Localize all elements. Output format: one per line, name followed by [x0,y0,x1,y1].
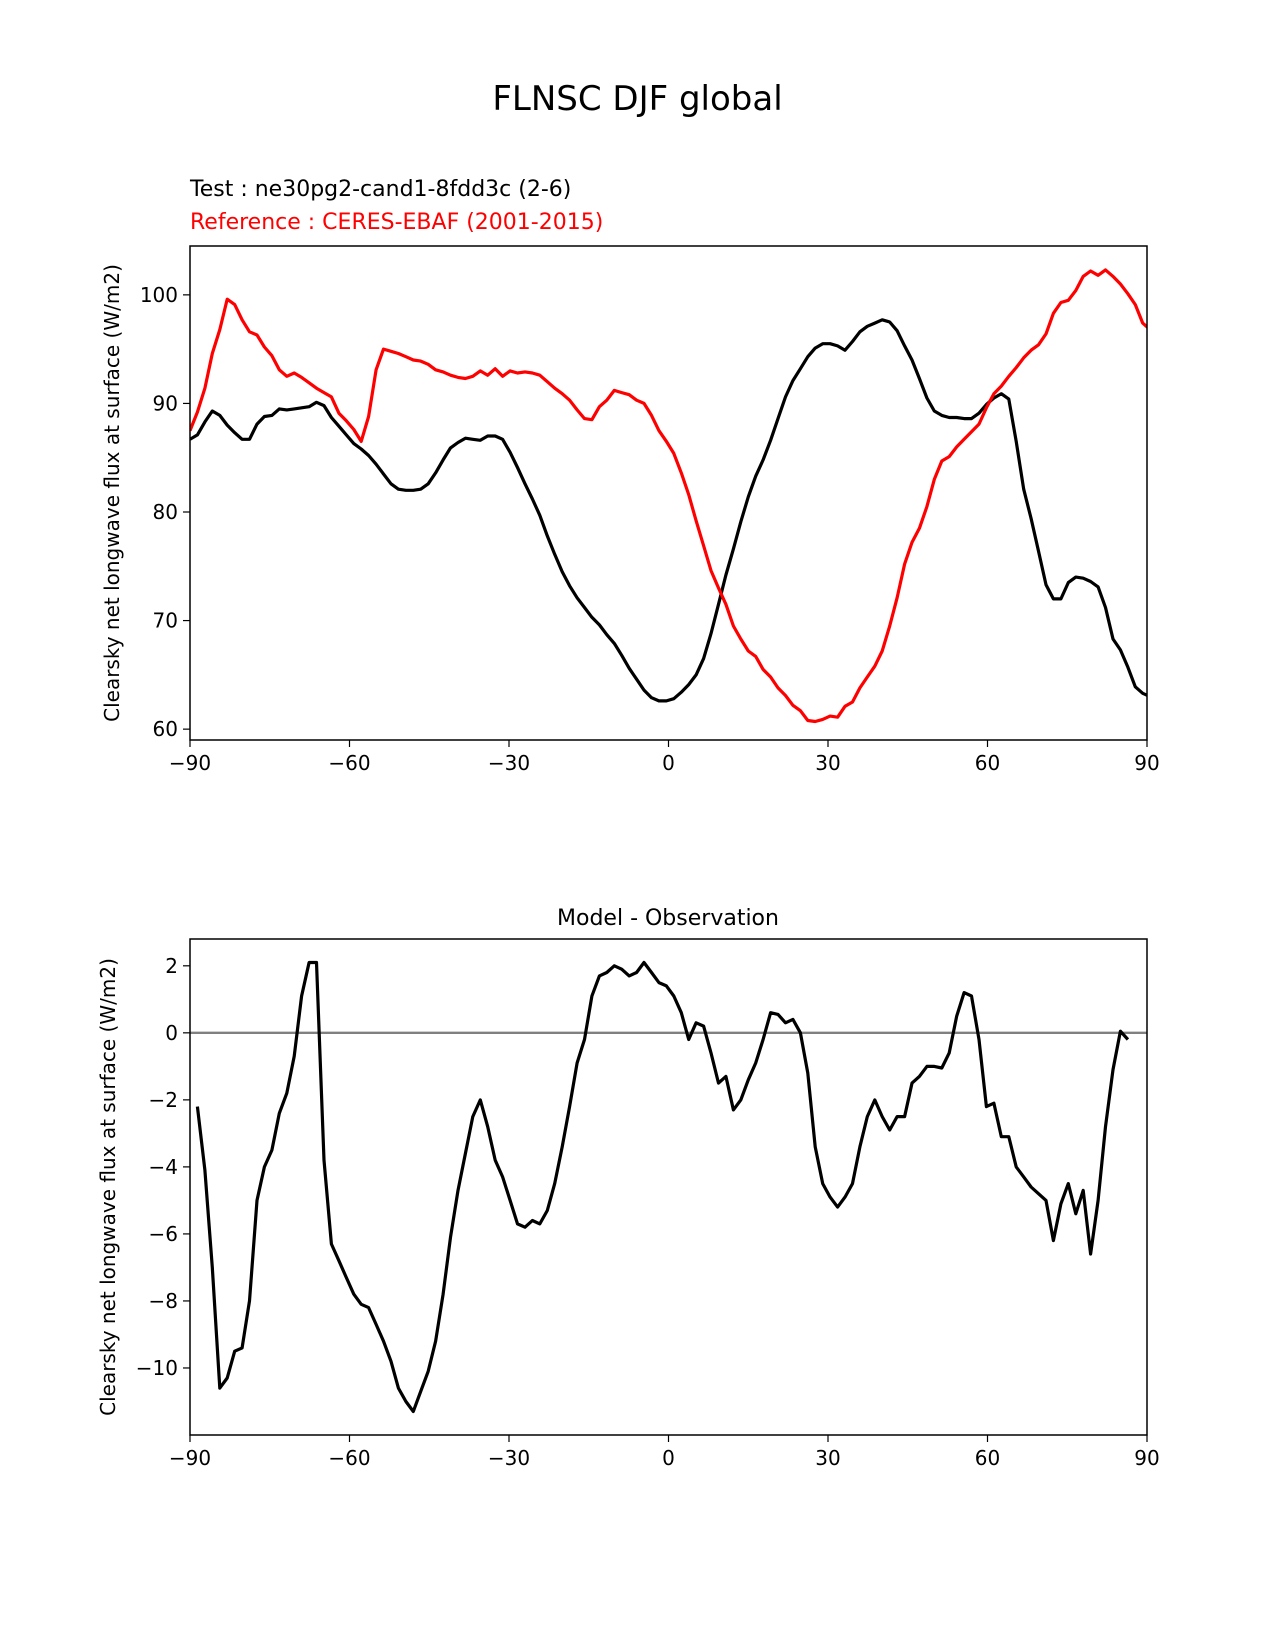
bottom-xtick-label: 30 [815,1446,840,1470]
reference-label: Reference : CERES-EBAF (2001-2015) [190,210,603,235]
bottom-ylabel: Clearsky net longwave flux at surface (W… [96,958,120,1416]
top-ylabel: Clearsky net longwave flux at surface (W… [100,264,124,722]
bottom-xtick-label: 60 [975,1446,1000,1470]
top-xtick-label: −90 [169,751,211,775]
top-ytick-label: 90 [153,391,178,415]
top-xtick-label: 0 [662,751,675,775]
top-ytick-label: 70 [153,609,178,633]
top-xtick-label: −30 [488,751,530,775]
bottom-xtick-label: −30 [488,1446,530,1470]
top-series-line-0 [190,318,1147,703]
bottom-title: Model - Observation [557,906,779,931]
bottom-ticks: −90 −60 −30 0 30 60 90 2 0 −2 −4 −6 −8 −10 [136,954,1160,1470]
bottom-ytick-label: 0 [165,1021,178,1045]
top-ytick-label: 100 [140,283,178,307]
top-xtick-label: 60 [975,751,1000,775]
top-xtick-label: −60 [328,751,370,775]
top-xtick-label: 90 [1134,751,1159,775]
top-ticks: −90 −60 −30 0 30 60 90 60 70 80 90 100 [140,283,1160,775]
top-axes-frame [189,245,1148,741]
bottom-xtick-label: 90 [1134,1446,1159,1470]
top-ytick-label: 80 [153,500,178,524]
bottom-xtick-label: 0 [662,1446,675,1470]
bottom-axes-frame [189,938,1148,1436]
bottom-ytick-label: −6 [149,1222,178,1246]
bottom-series [190,960,1147,1414]
top-series [190,268,1147,724]
bottom-series-line-0 [195,960,1130,1414]
top-panel: Test : ne30pg2-cand1-8fdd3c (2-6) Refere… [100,177,1160,775]
bottom-ytick-label: −2 [149,1088,178,1112]
bottom-ytick-label: −4 [149,1155,178,1179]
top-xtick-label: 30 [815,751,840,775]
bottom-panel: Model - Observation −90 −60 −30 0 30 60 90 2 0 −2… [96,906,1160,1470]
bottom-xtick-label: −60 [328,1446,370,1470]
top-series-line-1 [190,268,1147,724]
bottom-ytick-label: 2 [165,954,178,978]
test-label: Test : ne30pg2-cand1-8fdd3c (2-6) [189,177,571,202]
bottom-ytick-label: −10 [136,1356,178,1380]
top-ytick-label: 60 [153,717,178,741]
figure-title: FLNSC DJF global [492,79,782,119]
bottom-xtick-label: −90 [169,1446,211,1470]
bottom-ytick-label: −8 [149,1289,178,1313]
